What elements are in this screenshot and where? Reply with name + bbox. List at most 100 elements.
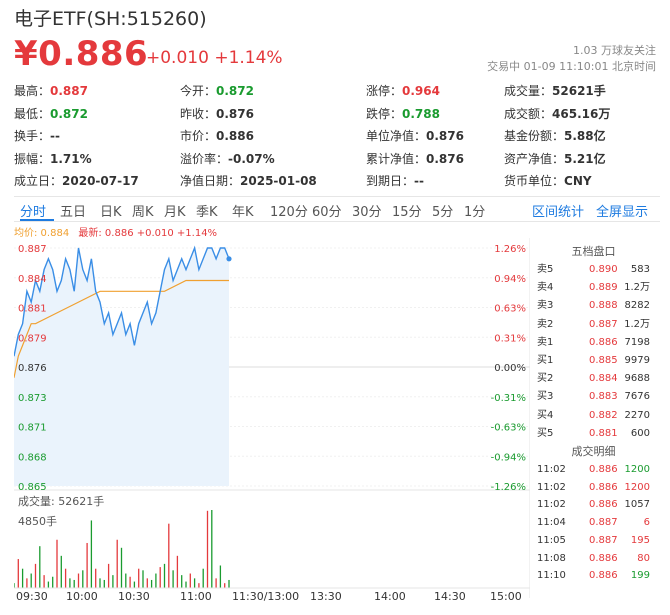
order-volume: 1.2万 bbox=[624, 282, 650, 294]
tab-9[interactable]: 30分 bbox=[352, 205, 382, 220]
tab-7[interactable]: 120分 bbox=[270, 205, 308, 220]
stat-label: 溢价率： bbox=[180, 151, 229, 166]
x-tick: 10:30 bbox=[118, 590, 150, 603]
stat-value: 0.876 bbox=[426, 151, 464, 166]
stat-value: 0.872 bbox=[50, 106, 88, 121]
trade-volume: 1200 bbox=[624, 481, 650, 493]
stat-5: 昨收：0.876 bbox=[180, 105, 254, 122]
order-label: 卖1 bbox=[537, 336, 554, 348]
stat-13: 溢价率：-0.07% bbox=[180, 150, 275, 167]
tab-5[interactable]: 季K bbox=[196, 205, 218, 220]
stat-label: 资产净值： bbox=[504, 151, 565, 166]
fullscreen-button[interactable]: 全屏显示 bbox=[596, 205, 649, 220]
price-change: +0.010 +1.14% bbox=[146, 48, 283, 68]
stat-label: 成交量： bbox=[504, 84, 553, 98]
trade-time: 11:10 bbox=[537, 570, 566, 582]
tab-4[interactable]: 月K bbox=[164, 205, 186, 220]
trade-price: 0.887 bbox=[589, 517, 618, 529]
stat-label: 基金份额： bbox=[504, 129, 565, 143]
x-tick: 10:00 bbox=[66, 590, 98, 603]
stat-value: 0.788 bbox=[402, 106, 440, 121]
order-volume: 7198 bbox=[624, 336, 650, 348]
order-label: 卖2 bbox=[537, 318, 554, 330]
stat-6: 跌停：0.788 bbox=[366, 105, 440, 122]
stat-17: 净值日期：2025-01-08 bbox=[180, 172, 317, 189]
order-price: 0.888 bbox=[589, 300, 618, 312]
stat-14: 累计净值：0.876 bbox=[366, 150, 464, 167]
order-book-row: 买2 0.884 9688 bbox=[531, 370, 656, 388]
order-label: 卖3 bbox=[537, 300, 554, 312]
trade-time: 11:08 bbox=[537, 552, 566, 564]
trade-volume: 199 bbox=[630, 570, 650, 582]
stat-value: -0.07% bbox=[228, 151, 275, 166]
order-volume: 1.2万 bbox=[624, 318, 650, 330]
x-tick: 14:00 bbox=[374, 590, 406, 603]
trade-volume: 6 bbox=[643, 517, 650, 529]
tab-12[interactable]: 1分 bbox=[464, 205, 486, 220]
tab-11[interactable]: 5分 bbox=[432, 205, 454, 220]
y-tick-right: 0.63% bbox=[494, 304, 526, 315]
trade-price: 0.886 bbox=[589, 499, 618, 511]
stat-9: 市价：0.886 bbox=[180, 127, 254, 144]
y-tick-right: 1.26% bbox=[494, 244, 526, 255]
trade-volume: 80 bbox=[637, 552, 650, 564]
order-price: 0.885 bbox=[589, 355, 618, 366]
tab-0[interactable]: 分时 bbox=[20, 205, 47, 220]
y-tick-right: 0.94% bbox=[494, 274, 526, 285]
stat-label: 换手： bbox=[14, 129, 51, 143]
y-tick-right: 0.31% bbox=[494, 333, 526, 344]
trade-row: 11:02 0.886 1200 bbox=[531, 479, 656, 497]
tab-8[interactable]: 60分 bbox=[312, 205, 342, 220]
stat-label: 最低： bbox=[14, 106, 51, 121]
stat-19: 货币单位：CNY bbox=[504, 172, 592, 189]
trade-row: 11:08 0.886 80 bbox=[531, 550, 656, 568]
order-price: 0.881 bbox=[589, 427, 618, 439]
avg-price-legend: 均价: 0.884 bbox=[14, 228, 70, 239]
tab-1[interactable]: 五日 bbox=[60, 205, 87, 220]
x-tick: 09:30 bbox=[16, 590, 48, 603]
order-book-row: 卖2 0.887 1.2万 bbox=[531, 316, 656, 334]
trading-status: 交易中 01-09 11:10:01 北京时间 bbox=[487, 60, 656, 73]
tab-10[interactable]: 15分 bbox=[392, 205, 422, 220]
y-tick-right: -1.26% bbox=[491, 482, 526, 493]
x-tick: 13:30 bbox=[310, 590, 342, 603]
trade-price: 0.886 bbox=[589, 570, 618, 582]
order-book-row: 卖3 0.888 8282 bbox=[531, 297, 656, 315]
order-price: 0.890 bbox=[589, 264, 618, 275]
y-tick-left: 0.873 bbox=[18, 393, 47, 404]
followers-count[interactable]: 1.03 万球友关注 bbox=[573, 44, 656, 57]
stat-label: 累计净值： bbox=[366, 151, 427, 166]
stat-label: 到期日： bbox=[366, 174, 415, 188]
current-price: ¥0.886 bbox=[14, 34, 149, 74]
tab-2[interactable]: 日K bbox=[100, 205, 122, 220]
current-price-dot bbox=[226, 256, 232, 262]
stat-value: 0.964 bbox=[402, 84, 440, 98]
tab-3[interactable]: 周K bbox=[132, 205, 154, 220]
stat-value: 0.876 bbox=[216, 106, 254, 121]
stat-value: -- bbox=[50, 129, 60, 143]
trade-row: 11:02 0.886 1200 bbox=[531, 461, 656, 479]
intraday-chart: 0.887 0.884 0.881 0.879 0.876 0.873 0.871 0.868… bbox=[14, 238, 530, 598]
trade-time: 11:05 bbox=[537, 534, 566, 546]
trade-price: 0.886 bbox=[589, 552, 618, 564]
order-price: 0.886 bbox=[589, 336, 618, 348]
stat-0: 最高：0.887 bbox=[14, 82, 88, 99]
trade-time: 11:02 bbox=[537, 464, 566, 475]
order-label: 买1 bbox=[537, 355, 554, 366]
stat-label: 涨停： bbox=[366, 84, 403, 98]
trade-volume: 195 bbox=[630, 534, 650, 546]
order-price: 0.882 bbox=[589, 409, 618, 421]
x-tick: 15:00 bbox=[490, 590, 522, 603]
volume-max: 4850手 bbox=[18, 515, 57, 528]
y-tick-left: 0.879 bbox=[18, 333, 47, 344]
active-tab-indicator bbox=[20, 219, 54, 221]
chart-legend: 均价: 0.884 最新: 0.886 +0.010 +1.14% bbox=[14, 224, 217, 239]
stat-label: 成立日： bbox=[14, 174, 63, 188]
stat-label: 净值日期： bbox=[180, 174, 241, 188]
stat-3: 成交量：52621手 bbox=[504, 82, 606, 99]
range-stats-button[interactable]: 区间统计 bbox=[532, 205, 585, 220]
tab-6[interactable]: 年K bbox=[232, 205, 254, 220]
trade-price: 0.886 bbox=[589, 481, 618, 493]
stat-value: 0.872 bbox=[216, 84, 254, 98]
y-tick-left: 0.884 bbox=[18, 274, 47, 285]
